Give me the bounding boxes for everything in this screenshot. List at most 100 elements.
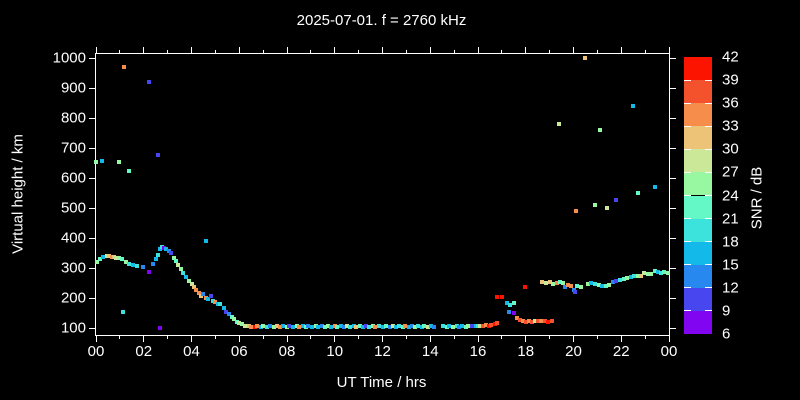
- data-point: [264, 324, 269, 329]
- colorbar-segment: [684, 103, 712, 127]
- x-tick: [573, 335, 574, 342]
- data-point: [422, 324, 427, 329]
- data-point: [114, 255, 119, 260]
- data-point: [189, 281, 194, 286]
- data-point: [95, 260, 100, 264]
- colorbar-tick: [705, 102, 712, 104]
- data-point: [659, 270, 664, 275]
- colorbar-segment: [684, 241, 712, 265]
- colorbar-segment: [684, 172, 712, 196]
- data-point: [478, 323, 483, 328]
- data-point: [429, 324, 434, 329]
- data-point: [306, 324, 311, 329]
- colorbar-tick-label: 9: [722, 302, 731, 320]
- data-point: [492, 322, 497, 327]
- data-point: [649, 271, 654, 276]
- data-point: [621, 277, 626, 282]
- y-tick-label: 900: [60, 79, 86, 97]
- data-point: [310, 324, 315, 329]
- data-point: [521, 319, 526, 324]
- data-point: [196, 291, 201, 296]
- data-point: [393, 324, 398, 329]
- x-tick: [95, 47, 97, 54]
- data-point: [662, 270, 667, 275]
- data-point: [221, 305, 226, 310]
- x-tick: [119, 50, 121, 54]
- y-tick-label: 500: [60, 199, 86, 217]
- data-point: [560, 281, 565, 285]
- x-tick-label: 00: [660, 343, 678, 360]
- data-point: [572, 290, 577, 294]
- y-tick: [89, 267, 96, 269]
- y-tick: [89, 327, 96, 329]
- data-point: [123, 260, 128, 264]
- colorbar-tick: [684, 125, 691, 127]
- x-tick-label: 20: [565, 343, 582, 360]
- data-point: [480, 324, 485, 329]
- data-point: [419, 324, 424, 329]
- colorbar-segment: [684, 149, 712, 173]
- colorbar-tick: [705, 264, 712, 266]
- data-point: [575, 284, 580, 288]
- y-tick: [89, 87, 96, 89]
- data-point: [300, 324, 305, 329]
- data-point: [101, 255, 106, 260]
- x-tick: [119, 335, 121, 339]
- data-point: [206, 297, 211, 302]
- x-tick: [191, 47, 192, 54]
- x-tick-label: 00: [87, 343, 105, 360]
- data-point: [551, 281, 556, 286]
- data-point: [376, 324, 381, 329]
- colorbar-tick: [684, 102, 691, 104]
- data-point: [495, 295, 500, 300]
- data-point: [540, 280, 545, 285]
- data-point: [596, 283, 601, 288]
- data-point: [499, 295, 504, 300]
- y-tick: [89, 297, 96, 299]
- colorbar-segment: [684, 264, 712, 288]
- x-tick: [143, 47, 145, 54]
- data-point: [243, 323, 248, 328]
- data-point: [361, 324, 366, 329]
- y-tick: [669, 147, 676, 149]
- data-point: [600, 283, 605, 288]
- data-point: [127, 169, 132, 174]
- data-point: [203, 295, 208, 300]
- x-tick: [668, 47, 670, 54]
- x-tick: [501, 335, 503, 339]
- x-tick: [334, 335, 336, 342]
- data-point: [344, 324, 349, 329]
- colorbar-tick-label: 21: [722, 210, 739, 228]
- data-point: [614, 197, 619, 202]
- colorbar-tick: [705, 171, 712, 173]
- data-point: [338, 324, 343, 329]
- data-point: [176, 263, 181, 267]
- data-point: [412, 324, 417, 329]
- data-point: [522, 284, 527, 289]
- data-point: [140, 265, 145, 270]
- y-axis-title: Virtual height / km: [9, 134, 27, 254]
- data-point: [557, 280, 562, 285]
- x-tick: [262, 50, 264, 54]
- x-tick: [549, 50, 551, 54]
- colorbar-tick: [705, 218, 712, 220]
- data-point: [277, 324, 282, 329]
- x-tick-label: 12: [374, 343, 391, 360]
- x-tick: [477, 335, 479, 342]
- data-point: [199, 294, 204, 299]
- data-point: [614, 278, 619, 283]
- data-point: [495, 321, 500, 326]
- colorbar-tick: [684, 241, 691, 243]
- colorbar-tick: [705, 310, 712, 312]
- data-point: [120, 310, 125, 315]
- x-tick-label: 22: [612, 343, 630, 360]
- data-point: [507, 302, 512, 307]
- x-tick: [429, 47, 431, 54]
- data-point: [511, 301, 516, 306]
- data-point: [332, 324, 337, 329]
- x-tick: [620, 335, 622, 342]
- colorbar-tick-label: 27: [722, 163, 739, 181]
- data-point: [239, 322, 244, 327]
- data-point: [518, 318, 523, 323]
- x-tick: [214, 50, 216, 54]
